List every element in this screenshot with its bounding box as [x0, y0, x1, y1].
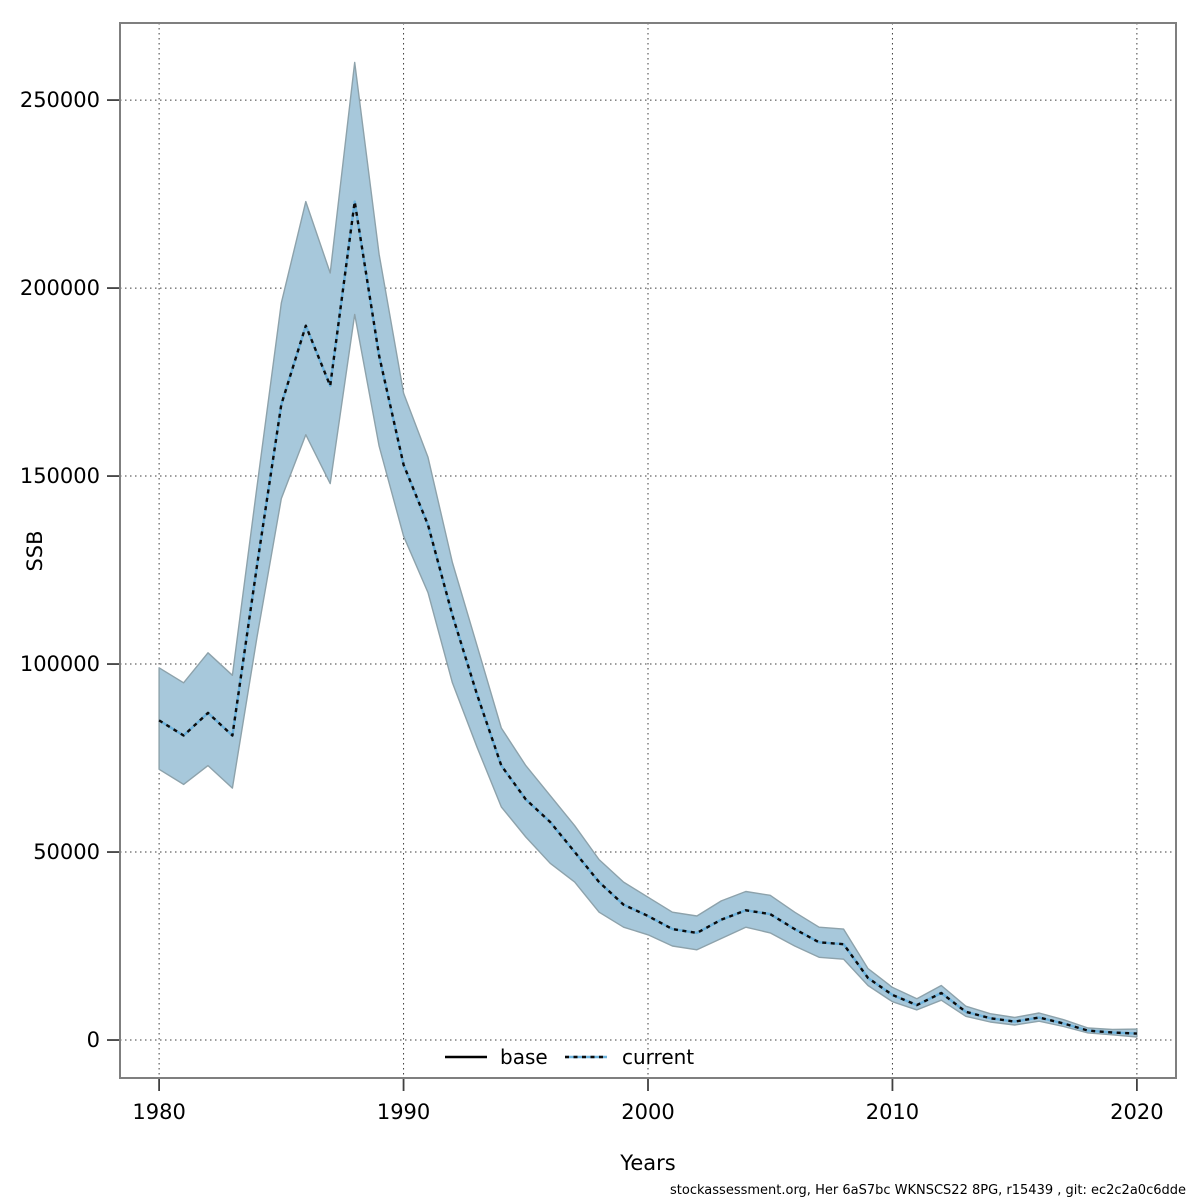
- axis-tick-labels: 1980 1990 2000 2010 2020 0 50000 100000 150000 20…: [20, 88, 1164, 1124]
- confidence-ribbon: [158, 61, 1138, 1038]
- y-tick-label: 250000: [20, 88, 100, 112]
- y-tick-label: 150000: [20, 464, 100, 488]
- x-tick-label: 1990: [377, 1100, 430, 1124]
- x-axis-title: Years: [619, 1151, 675, 1175]
- legend-base-label: base: [500, 1045, 548, 1069]
- gridlines: [120, 23, 1176, 1078]
- y-tick-label: 50000: [33, 840, 100, 864]
- axis-ticks: [107, 99, 1138, 1091]
- plot-border: [119, 22, 1177, 1079]
- x-tick-label: 2020: [1110, 1100, 1163, 1124]
- legend-current-label: current: [622, 1045, 694, 1069]
- x-tick-label: 1980: [132, 1100, 185, 1124]
- confidence-band: [158, 61, 1138, 1038]
- y-tick-label: 100000: [20, 652, 100, 676]
- current-line-dashes: [158, 200, 1137, 1035]
- y-axis-title: SSB: [23, 530, 47, 571]
- x-tick-label: 2000: [621, 1100, 674, 1124]
- x-tick-label: 2010: [866, 1100, 919, 1124]
- y-tick-label: 200000: [20, 276, 100, 300]
- series-lines: [158, 200, 1137, 1035]
- legend: base current: [445, 1045, 694, 1069]
- y-tick-label: 0: [87, 1028, 100, 1052]
- footer-text: stockassessment.org, Her 6aS7bc WKNSCS22…: [670, 1183, 1186, 1198]
